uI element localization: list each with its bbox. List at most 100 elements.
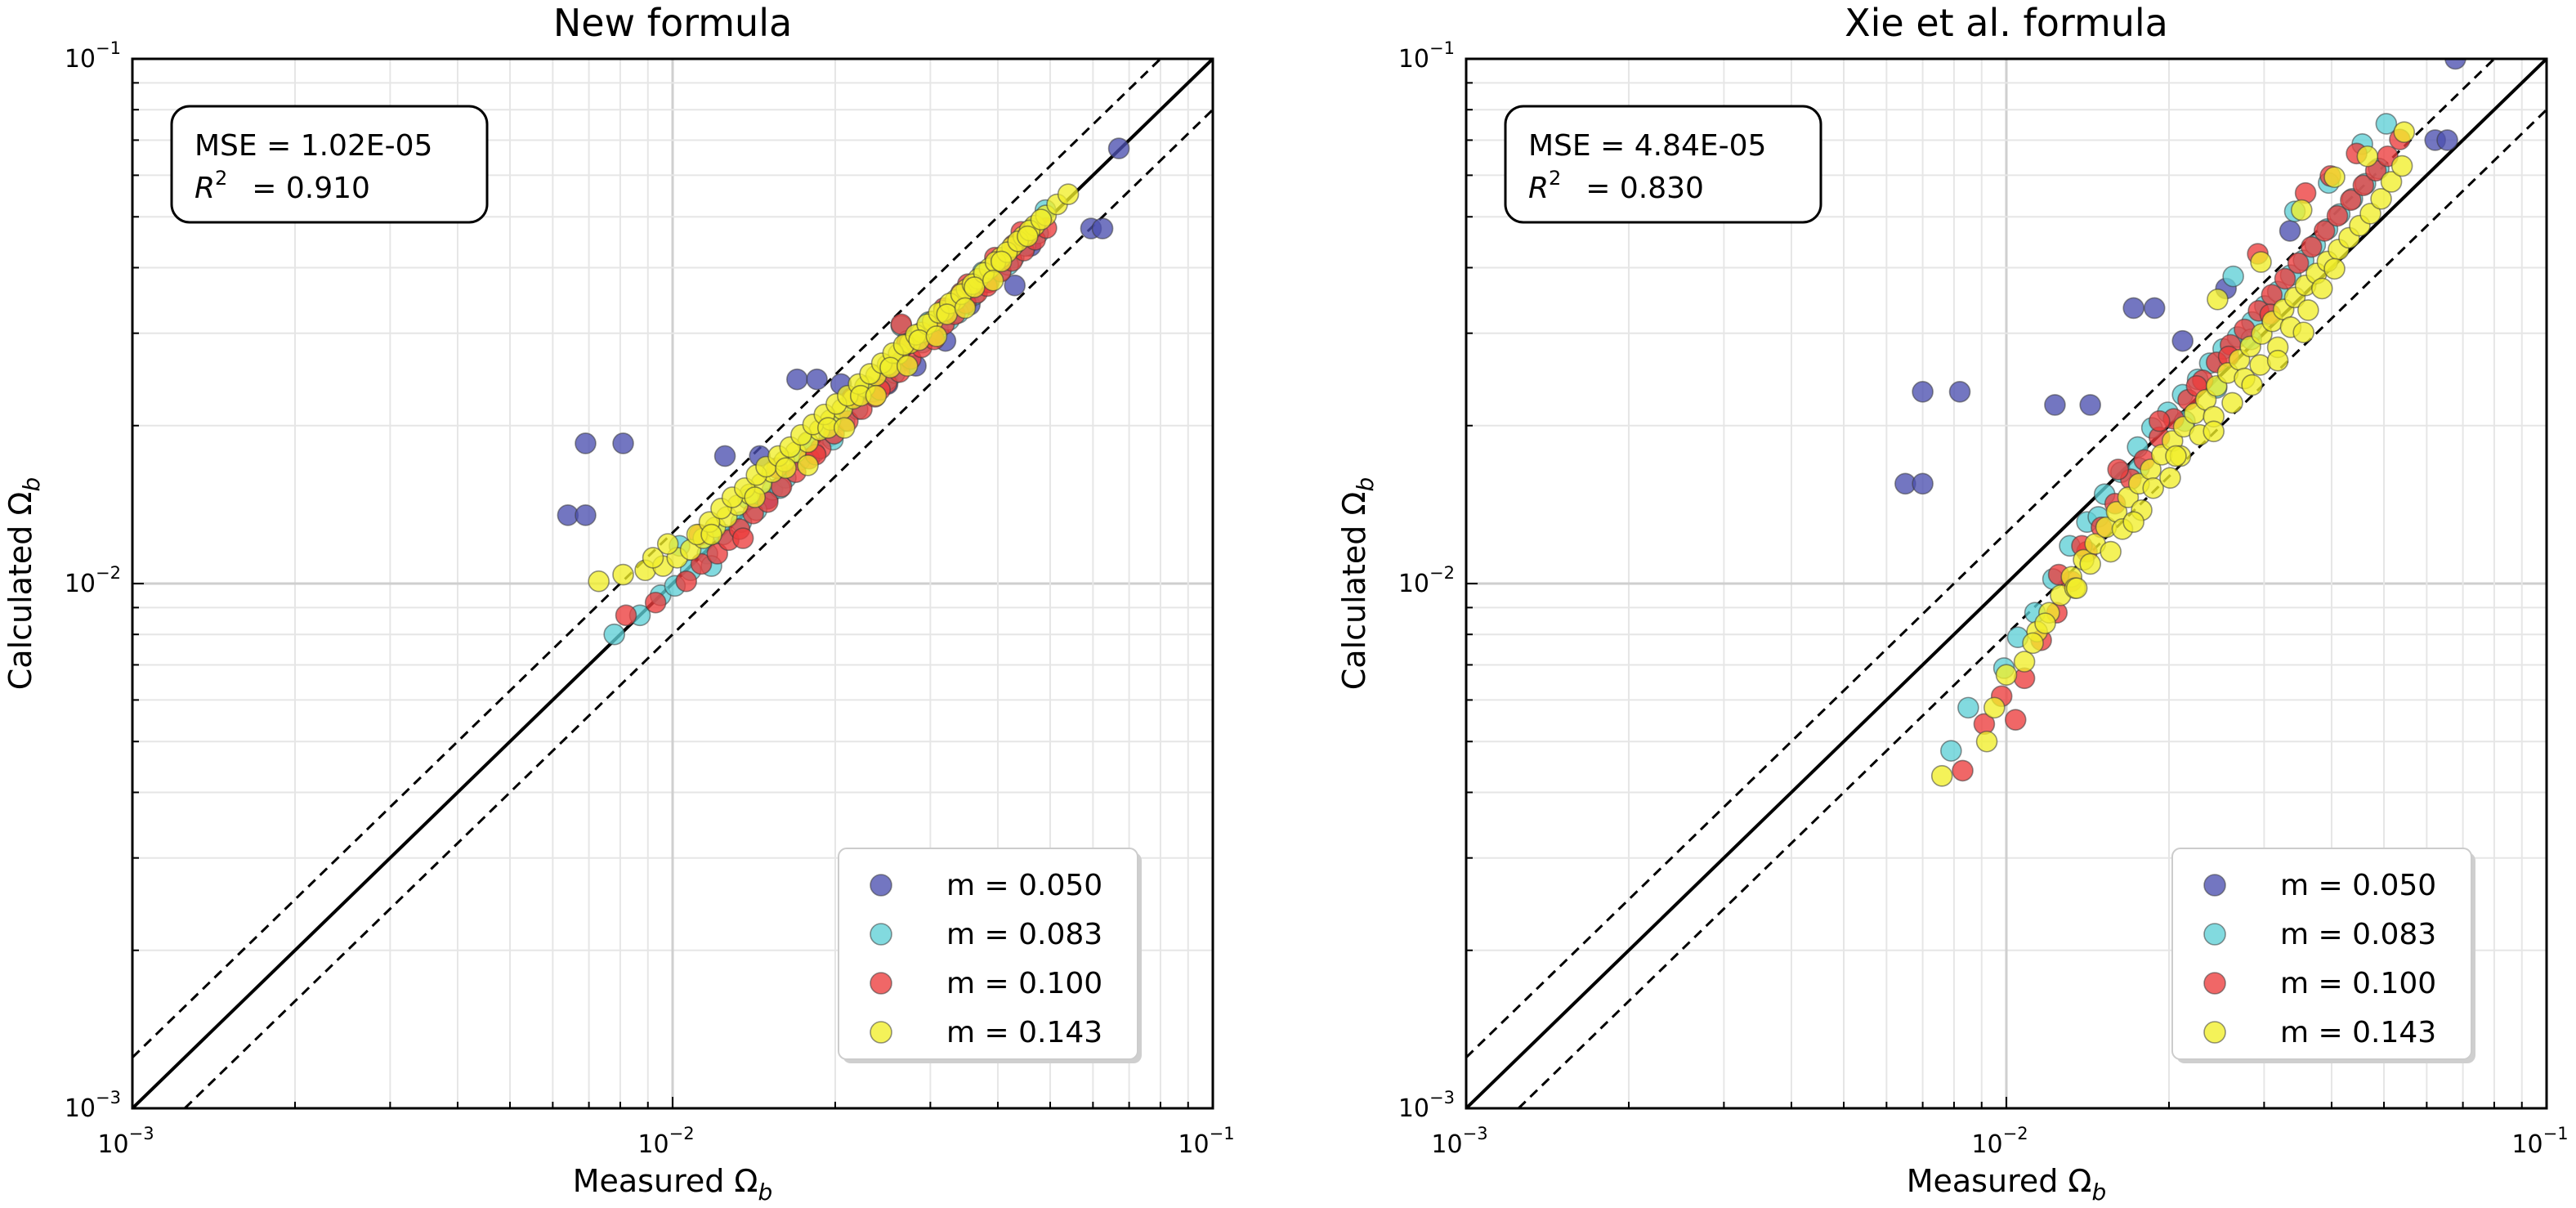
tick-exponent: −2: [2003, 1124, 2028, 1143]
data-point: [2380, 171, 2403, 193]
r2-text: R2 = 0.830: [1528, 167, 1704, 205]
data-point: [2044, 394, 2066, 416]
legend-marker: [870, 1021, 892, 1044]
data-point: [1952, 759, 1974, 782]
data-point: [1983, 696, 2006, 719]
data-point: [2292, 321, 2315, 344]
data-point: [2436, 129, 2458, 151]
tick-base: 10: [2511, 1130, 2542, 1159]
x-axis-label-subscript: b: [2091, 1179, 2106, 1206]
data-point: [1940, 740, 1962, 762]
y-tick-label: 10−1: [1398, 38, 1455, 74]
data-point: [2300, 235, 2323, 258]
data-point: [833, 417, 856, 439]
data-point: [1107, 137, 1130, 159]
chart-title: Xie et al. formula: [1845, 1, 2168, 45]
stats-box: MSE = 4.84E-05 R2 = 0.830: [1504, 105, 1822, 224]
data-point: [2326, 204, 2349, 227]
data-point: [588, 570, 610, 593]
tick-exponent: −1: [2543, 1124, 2569, 1143]
tick-base: 10: [637, 1130, 669, 1159]
legend-label: m = 0.143: [2280, 1016, 2436, 1049]
legend: m = 0.050 m = 0.083 m = 0.100 m = 0.143: [2171, 848, 2475, 1063]
legend-marker: [2203, 1021, 2226, 1044]
data-point: [2356, 145, 2379, 168]
x-tick-label: 10−3: [97, 1124, 154, 1159]
y-axis-label: Calculated Ωb: [2, 477, 45, 691]
data-point: [2241, 374, 2263, 396]
tick-base: 10: [1431, 1130, 1462, 1159]
data-point: [2143, 297, 2166, 320]
lower-band-line: [184, 109, 1213, 1108]
r2-text: R2 = 0.910: [195, 167, 370, 205]
y-tick-label: 10−3: [65, 1088, 121, 1123]
data-point: [2393, 121, 2416, 143]
data-point: [1057, 183, 1080, 205]
data-points: [557, 137, 1130, 646]
data-point: [1030, 208, 1053, 230]
tick-exponent: −3: [96, 1088, 121, 1107]
y-tick-label: 10−1: [65, 38, 121, 74]
data-point: [2221, 391, 2243, 414]
data-point: [2107, 459, 2130, 481]
data-point: [675, 570, 698, 593]
data-point: [644, 591, 667, 614]
data-point: [990, 250, 1013, 273]
data-point: [1975, 730, 1998, 753]
tick-base: 10: [97, 1130, 128, 1159]
data-point: [1912, 381, 1934, 403]
y-axis-label-subscript: b: [18, 477, 45, 492]
r2-superscript: 2: [215, 167, 227, 190]
data-point: [603, 623, 625, 646]
stats-box-frame: [170, 105, 489, 224]
data-point: [575, 504, 597, 526]
tick-base: 10: [1971, 1130, 2002, 1159]
data-point: [612, 563, 634, 586]
stats-box: MSE = 1.02E-05 R2 = 0.910: [170, 105, 489, 224]
data-point: [2290, 199, 2313, 221]
tick-exponent: −3: [1463, 1124, 1488, 1143]
data-point: [2065, 577, 2088, 599]
data-point: [964, 276, 986, 298]
legend-label: m = 0.050: [2280, 869, 2436, 902]
legend-label: m = 0.083: [946, 918, 1102, 951]
data-point: [1930, 765, 1953, 787]
data-point: [2352, 174, 2375, 197]
series-m-0-143: [588, 183, 1080, 593]
tick-exponent: −2: [96, 563, 121, 583]
tick-base: 10: [65, 570, 96, 598]
tick-exponent: −2: [669, 1124, 695, 1143]
x-axis-label-text: Measured Ω: [1907, 1163, 2092, 1199]
r2-value: = 0.830: [1585, 172, 1704, 205]
tick-exponent: −1: [1429, 38, 1455, 58]
data-point: [1995, 664, 2018, 686]
tick-base: 10: [1398, 1094, 1429, 1123]
data-point: [2370, 187, 2392, 210]
tick-exponent: −1: [1210, 1124, 1235, 1143]
data-point: [1948, 381, 1971, 403]
x-tick-label: 10−2: [637, 1124, 694, 1159]
data-point: [936, 303, 958, 325]
data-point: [2274, 267, 2296, 290]
tick-exponent: −2: [1429, 563, 1455, 583]
tick-base: 10: [65, 45, 96, 74]
data-point: [925, 325, 948, 347]
data-point: [2313, 220, 2336, 242]
tick-base: 10: [65, 1094, 96, 1123]
legend-marker: [2203, 972, 2226, 995]
x-axis-label: Measured Ωb: [1907, 1163, 2107, 1206]
y-axis-label: Calculated Ωb: [1336, 477, 1379, 691]
legend-marker: [870, 874, 892, 897]
x-axis-label-text: Measured Ω: [573, 1163, 758, 1199]
data-point: [954, 297, 977, 320]
data-point: [2207, 289, 2229, 311]
legend-label: m = 0.083: [2280, 918, 2436, 951]
data-point: [615, 604, 637, 627]
y-tick-label: 10−2: [1398, 563, 1455, 598]
data-point: [656, 533, 679, 555]
data-points: [1894, 59, 2466, 787]
data-point: [713, 445, 736, 468]
data-point: [744, 486, 766, 508]
